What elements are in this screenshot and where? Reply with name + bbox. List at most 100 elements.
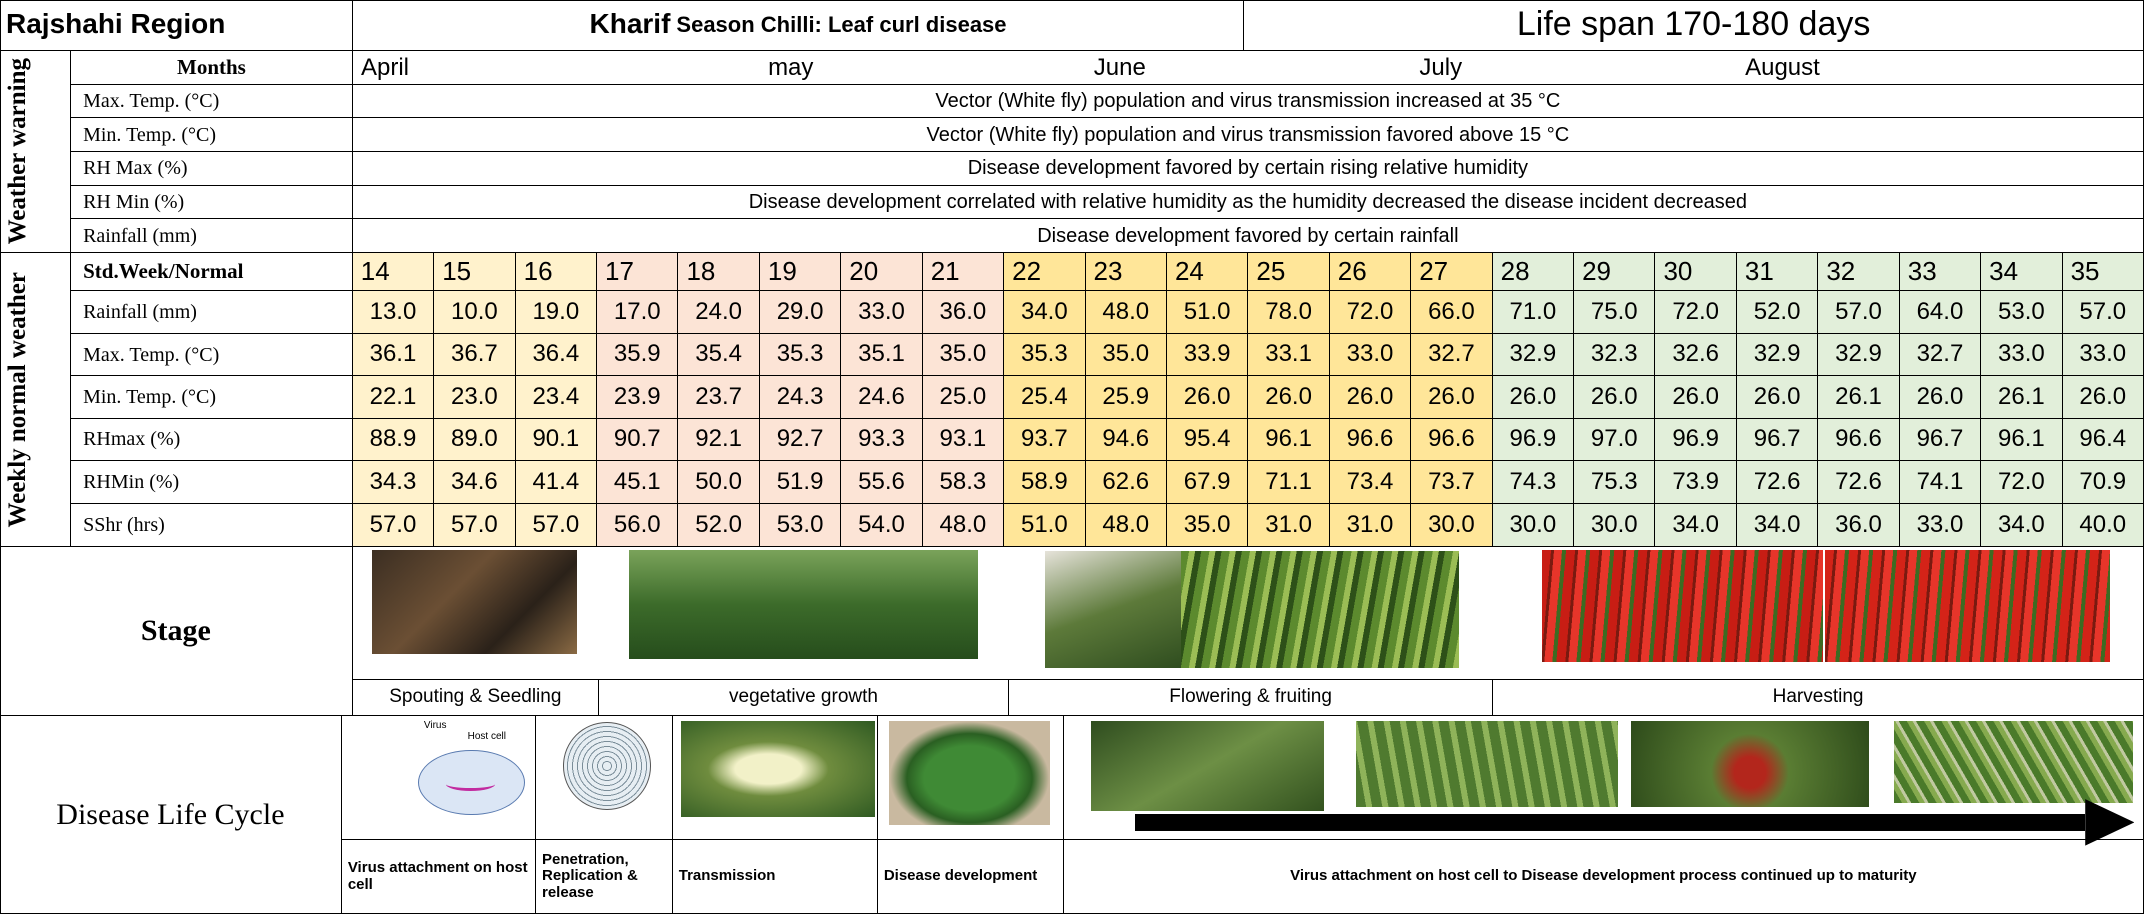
value-cell: 88.9 [353, 419, 434, 461]
value-cell: 19.0 [516, 291, 597, 333]
value-cell: 13.0 [353, 291, 434, 333]
month: may [768, 52, 1041, 83]
week-number: 18 [678, 253, 759, 291]
step-caption: Transmission [673, 840, 878, 914]
value-cell: 10.0 [434, 291, 515, 333]
warning-label: Max. Temp. (°C) [71, 85, 353, 119]
value-cell: 90.7 [597, 419, 678, 461]
stage-caption: vegetative growth [599, 680, 1009, 716]
value-cell: 35.4 [678, 334, 759, 376]
stage-image [1181, 551, 1459, 667]
param-label: SShr (hrs) [71, 504, 353, 548]
week-number: 19 [760, 253, 841, 291]
warning-text: Vector (White fly) population and virus … [353, 118, 2144, 152]
stage-image [1045, 551, 1182, 667]
value-cell: 78.0 [1248, 291, 1329, 333]
lifespan: Life span 170-180 days [1244, 0, 2144, 51]
value-cell: 26.0 [1248, 376, 1329, 418]
field-image [1894, 721, 2133, 803]
value-cell: 57.0 [1818, 291, 1899, 333]
value-cell: 72.0 [1330, 291, 1411, 333]
value-cell: 64.0 [1900, 291, 1981, 333]
value-cell: 26.0 [1330, 376, 1411, 418]
host-cell-text: Host cell [468, 731, 536, 747]
value-cell: 35.1 [841, 334, 922, 376]
stage-caption: Spouting & Seedling [353, 680, 599, 716]
value-cell: 51.9 [760, 461, 841, 503]
value-cell: 35.3 [760, 334, 841, 376]
value-cell: 96.7 [1737, 419, 1818, 461]
value-cell: 35.9 [597, 334, 678, 376]
value-cell: 17.0 [597, 291, 678, 333]
value-cell: 58.9 [1004, 461, 1085, 503]
param-label: RHmax (%) [71, 419, 353, 461]
field-image [1631, 721, 1869, 807]
warning-text: Disease development favored by certain r… [353, 219, 2144, 253]
value-cell: 72.6 [1818, 461, 1899, 503]
value-cell: 66.0 [1411, 291, 1492, 333]
value-cell: 96.1 [1981, 419, 2062, 461]
replication-cell [563, 722, 651, 810]
param-label: RHMin (%) [71, 461, 353, 503]
value-cell: 25.0 [923, 376, 1004, 418]
value-cell: 73.7 [1411, 461, 1492, 503]
month: April [361, 52, 634, 83]
value-cell: 31.0 [1248, 504, 1329, 548]
value-cell: 32.9 [1737, 334, 1818, 376]
week-number: 16 [516, 253, 597, 291]
value-cell: 31.0 [1330, 504, 1411, 548]
month: June [1094, 52, 1367, 83]
week-number: 28 [1493, 253, 1574, 291]
value-cell: 34.6 [434, 461, 515, 503]
value-cell: 74.3 [1493, 461, 1574, 503]
whitefly [681, 721, 875, 817]
value-cell: 26.0 [1493, 376, 1574, 418]
weather-warning-label: Weather warning [5, 58, 65, 244]
value-cell: 23.0 [434, 376, 515, 418]
value-cell: 74.1 [1900, 461, 1981, 503]
week-number: 17 [597, 253, 678, 291]
weekly-normal-group: Weekly normal weather [0, 253, 71, 547]
value-cell: 26.0 [1411, 376, 1492, 418]
stage-caption: Harvesting [1493, 680, 2144, 716]
value-cell: 30.0 [1574, 504, 1655, 548]
value-cell: 35.0 [923, 334, 1004, 376]
value-cell: 45.1 [597, 461, 678, 503]
value-cell: 48.0 [1086, 291, 1167, 333]
title-bold: Kharif [590, 9, 671, 40]
value-cell: 34.0 [1981, 504, 2062, 548]
value-cell: 52.0 [678, 504, 759, 548]
value-cell: 36.7 [434, 334, 515, 376]
value-cell: 36.0 [923, 291, 1004, 333]
value-cell: 54.0 [841, 504, 922, 548]
value-cell: 93.3 [841, 419, 922, 461]
value-cell: 26.0 [1655, 376, 1736, 418]
value-cell: 23.7 [678, 376, 759, 418]
value-cell: 35.3 [1004, 334, 1085, 376]
value-cell: 36.1 [353, 334, 434, 376]
value-cell: 26.0 [1167, 376, 1248, 418]
value-cell: 72.0 [1981, 461, 2062, 503]
warning-text: Disease development favored by certain r… [353, 152, 2144, 186]
value-cell: 96.6 [1818, 419, 1899, 461]
disease-label: Disease Life Cycle [0, 716, 342, 914]
value-cell: 26.0 [2063, 376, 2144, 418]
step-caption: Penetration, Replication & release [536, 840, 673, 914]
week-number: 14 [353, 253, 434, 291]
value-cell: 48.0 [923, 504, 1004, 548]
param-label: Min. Temp. (°C) [71, 376, 353, 418]
value-cell: 58.3 [923, 461, 1004, 503]
title-rest: Season Chilli: Leaf curl disease [676, 13, 1006, 37]
value-cell: 34.0 [1655, 504, 1736, 548]
weekly-normal-label: Weekly normal weather [5, 272, 65, 528]
warning-label: Rainfall (mm) [71, 219, 353, 253]
value-cell: 94.6 [1086, 419, 1167, 461]
value-cell: 57.0 [434, 504, 515, 548]
stage-image [629, 550, 978, 659]
value-cell: 33.0 [1330, 334, 1411, 376]
value-cell: 50.0 [678, 461, 759, 503]
value-cell: 70.9 [2063, 461, 2144, 503]
value-cell: 32.7 [1900, 334, 1981, 376]
value-cell: 40.0 [2063, 504, 2144, 548]
week-number: 31 [1737, 253, 1818, 291]
